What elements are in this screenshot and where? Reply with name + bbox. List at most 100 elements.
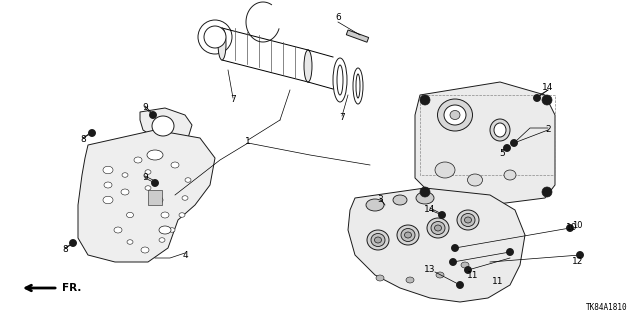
Ellipse shape — [333, 58, 347, 102]
Circle shape — [420, 95, 430, 105]
Circle shape — [151, 113, 155, 117]
Ellipse shape — [179, 213, 185, 217]
Ellipse shape — [461, 262, 469, 268]
Ellipse shape — [356, 74, 360, 98]
Ellipse shape — [337, 65, 343, 95]
Circle shape — [465, 267, 472, 274]
Ellipse shape — [127, 212, 134, 218]
Ellipse shape — [397, 225, 419, 245]
Ellipse shape — [461, 213, 475, 227]
Ellipse shape — [376, 275, 384, 281]
Text: 14: 14 — [424, 205, 436, 214]
Ellipse shape — [198, 20, 232, 54]
Ellipse shape — [185, 178, 191, 182]
Text: 7: 7 — [339, 114, 345, 123]
Circle shape — [440, 213, 444, 217]
Circle shape — [152, 180, 159, 187]
Ellipse shape — [159, 226, 171, 234]
Text: TK84A1810: TK84A1810 — [586, 303, 628, 312]
Text: FR.: FR. — [62, 283, 81, 293]
Circle shape — [577, 252, 584, 259]
Circle shape — [534, 94, 541, 101]
Circle shape — [453, 246, 457, 250]
Ellipse shape — [145, 170, 151, 174]
Polygon shape — [140, 108, 192, 143]
Circle shape — [458, 283, 461, 287]
Circle shape — [542, 187, 552, 197]
Circle shape — [579, 253, 582, 257]
Ellipse shape — [444, 105, 466, 125]
Text: 11: 11 — [467, 270, 479, 279]
Ellipse shape — [427, 218, 449, 238]
Ellipse shape — [127, 240, 133, 244]
Polygon shape — [148, 190, 162, 205]
Ellipse shape — [121, 189, 129, 195]
Ellipse shape — [134, 157, 142, 163]
Ellipse shape — [366, 199, 384, 211]
Text: 4: 4 — [182, 251, 188, 260]
Text: 2: 2 — [545, 125, 551, 134]
Ellipse shape — [435, 162, 455, 178]
Ellipse shape — [147, 150, 163, 160]
Text: 1: 1 — [245, 138, 251, 147]
Circle shape — [505, 146, 509, 150]
Ellipse shape — [416, 192, 434, 204]
Circle shape — [467, 268, 470, 272]
Ellipse shape — [431, 221, 445, 235]
Text: 12: 12 — [572, 258, 584, 267]
Circle shape — [451, 260, 455, 264]
Ellipse shape — [401, 228, 415, 242]
Text: 8: 8 — [62, 245, 68, 254]
Circle shape — [504, 145, 511, 151]
Ellipse shape — [169, 228, 175, 232]
Ellipse shape — [159, 238, 165, 242]
Circle shape — [153, 181, 157, 185]
Ellipse shape — [304, 50, 312, 82]
Ellipse shape — [367, 230, 389, 250]
Text: 14: 14 — [542, 84, 554, 92]
Circle shape — [511, 140, 518, 147]
Polygon shape — [348, 188, 525, 302]
Ellipse shape — [182, 196, 188, 200]
Ellipse shape — [467, 174, 483, 186]
Ellipse shape — [457, 210, 479, 230]
Circle shape — [568, 226, 572, 230]
Text: 9: 9 — [142, 173, 148, 182]
Ellipse shape — [103, 196, 113, 204]
Ellipse shape — [374, 237, 381, 243]
Bar — [346, 30, 369, 42]
Text: 11: 11 — [492, 276, 504, 285]
Circle shape — [88, 130, 95, 137]
Circle shape — [512, 141, 516, 145]
Polygon shape — [78, 130, 215, 262]
Text: 6: 6 — [335, 13, 341, 22]
Ellipse shape — [465, 217, 472, 223]
Ellipse shape — [393, 195, 407, 205]
Circle shape — [150, 111, 157, 118]
Text: 7: 7 — [230, 95, 236, 105]
Circle shape — [70, 239, 77, 246]
Ellipse shape — [438, 99, 472, 131]
Text: 10: 10 — [572, 221, 582, 230]
Ellipse shape — [435, 225, 442, 231]
Circle shape — [542, 95, 552, 105]
Ellipse shape — [152, 116, 174, 136]
Circle shape — [71, 241, 75, 245]
Circle shape — [508, 250, 512, 254]
Ellipse shape — [122, 173, 128, 177]
Ellipse shape — [406, 277, 414, 283]
Ellipse shape — [450, 110, 460, 119]
Polygon shape — [415, 82, 555, 205]
Ellipse shape — [494, 123, 506, 137]
Ellipse shape — [204, 26, 226, 48]
Circle shape — [451, 244, 458, 252]
Ellipse shape — [504, 170, 516, 180]
Circle shape — [566, 225, 573, 231]
Text: 9: 9 — [142, 103, 148, 113]
Ellipse shape — [371, 234, 385, 246]
Text: 10: 10 — [566, 223, 578, 233]
Circle shape — [90, 131, 93, 135]
Ellipse shape — [404, 232, 412, 238]
Circle shape — [535, 96, 539, 100]
Ellipse shape — [353, 68, 363, 104]
